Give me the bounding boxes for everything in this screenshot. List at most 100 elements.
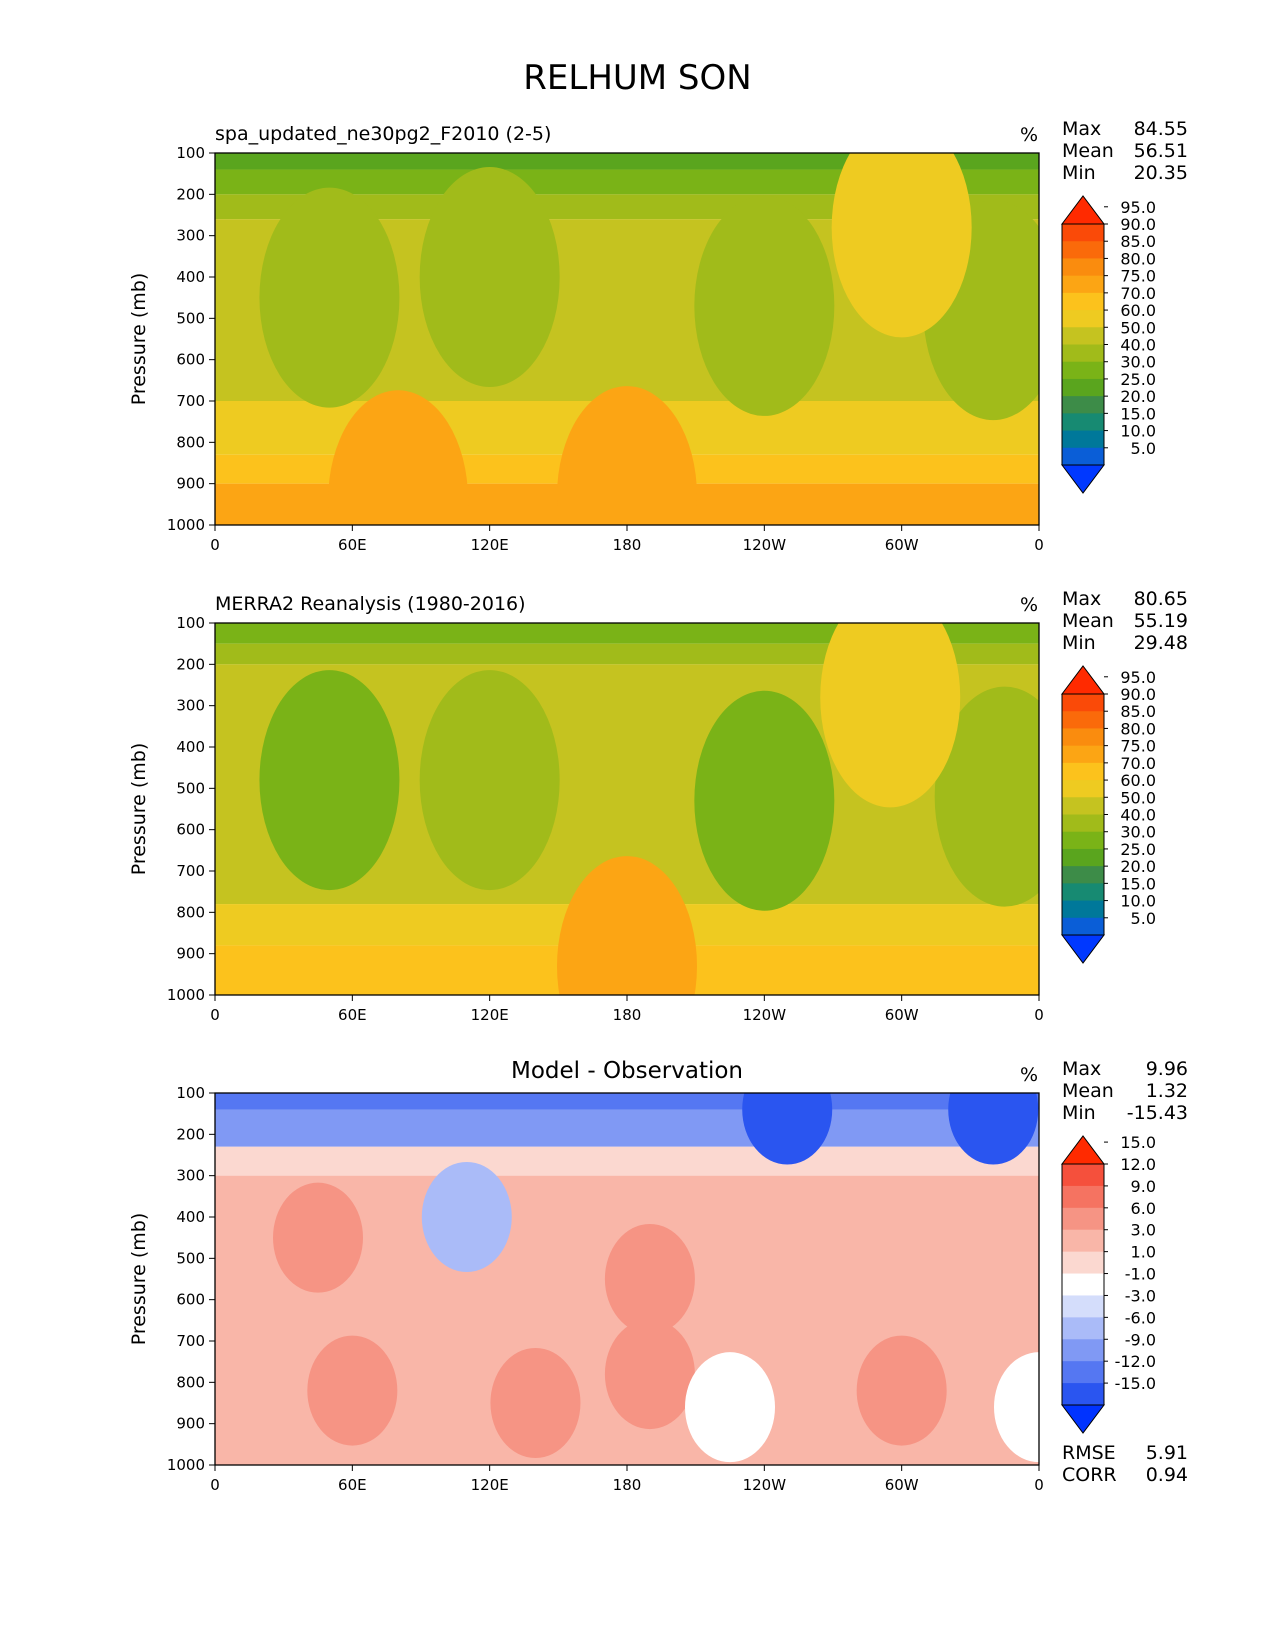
panel-1: 100 200 300 400 500 600 700 800 900 1000 0 60E 120E 1… (128, 144, 1156, 554)
y-axis-label: Pressure (mb) (128, 1213, 150, 1346)
colorbar-swatch (1062, 361, 1104, 380)
x-tick-label: 120W (743, 1476, 787, 1494)
colorbar-label: 30.0 (1120, 823, 1156, 842)
field-band (215, 1109, 1039, 1147)
x-tick-label: 0 (1034, 536, 1044, 554)
y-tick-label: 300 (176, 227, 205, 245)
field-region-9 (856, 1335, 947, 1446)
colorbar-swatch (1062, 1207, 1104, 1231)
colorbar-swatch (1062, 780, 1104, 798)
panel-3-title: Model - Observation (510, 1058, 744, 1084)
colorbar-swatch (1062, 378, 1104, 397)
y-tick-label: 900 (176, 1415, 205, 1433)
x-tick-label: 120W (743, 1006, 787, 1024)
colorbar-extend-max (1061, 665, 1105, 695)
colorbar-swatch (1062, 1251, 1104, 1275)
field-region-11 (742, 1093, 833, 1165)
field-region-8 (994, 1352, 1039, 1463)
field-region-7 (685, 1352, 775, 1463)
y-axis-label: Pressure (mb) (128, 743, 150, 876)
panel-1-title: spa_updated_ne30pg2_F2010 (2-5) (215, 123, 552, 145)
colorbar-swatch (1062, 900, 1104, 919)
colorbar-label: 50.0 (1120, 788, 1156, 807)
x-tick-label: 0 (210, 1006, 220, 1024)
colorbar-swatch (1062, 1229, 1104, 1253)
x-tick-label: 0 (210, 536, 220, 554)
field-region-3 (694, 690, 835, 911)
y-tick-label: 600 (176, 1291, 205, 1309)
field-region-3 (307, 1335, 398, 1446)
y-tick-label: 500 (176, 779, 205, 797)
y-tick-label: 100 (176, 144, 205, 162)
x-tick-label: 180 (613, 1476, 642, 1494)
x-tick-label: 60E (338, 536, 367, 554)
panel-3-mean-label: Mean (1062, 1080, 1114, 1102)
y-tick-label: 600 (176, 821, 205, 839)
colorbar-swatch (1062, 396, 1104, 414)
colorbar-swatch (1062, 447, 1104, 466)
y-tick-label: 100 (176, 1084, 205, 1102)
y-tick-label: 300 (176, 697, 205, 715)
colorbar-label: 80.0 (1120, 719, 1156, 738)
colorbar-label: 70.0 (1120, 754, 1156, 773)
colorbar-swatch (1062, 883, 1104, 902)
colorbar-label: 25.0 (1120, 840, 1156, 859)
panel-2: 100 200 300 400 500 600 700 800 900 1000 0 60E 120E 1… (128, 614, 1156, 1024)
colorbar-label: 5.0 (1131, 909, 1156, 928)
y-tick-label: 400 (176, 268, 205, 286)
panel-2-mean-value: 55.19 (1133, 610, 1188, 632)
colorbar-swatch (1062, 413, 1104, 432)
colorbar-swatch (1062, 1339, 1104, 1362)
colorbar-label: 12.0 (1120, 1155, 1156, 1174)
colorbar-label: 1.0 (1131, 1243, 1156, 1262)
panel-2-max-value: 80.65 (1133, 588, 1188, 610)
y-tick-label: 200 (176, 655, 205, 673)
y-tick-label: 900 (176, 945, 205, 963)
panel-2-min-value: 29.48 (1133, 632, 1188, 654)
y-tick-label: 600 (176, 351, 205, 369)
panel-2-max-label: Max (1062, 588, 1102, 610)
field-region-6 (604, 1319, 695, 1430)
panel-1-mean-value: 56.51 (1133, 140, 1188, 162)
colorbar-frame (1061, 1163, 1105, 1406)
panel-3-colorbar: -15.0 -12.0 -9.0 -6.0 -3.0 -1.0 1.0 3.0 6.0 9.0 12… (1061, 1133, 1156, 1434)
panel-3-rmse-label: RMSE (1062, 1442, 1116, 1464)
colorbar-swatch (1062, 866, 1104, 884)
field-region-1 (259, 670, 400, 891)
x-tick-label: 120W (743, 536, 787, 554)
panel-3-units: % (1020, 1064, 1039, 1086)
colorbar-swatch (1062, 310, 1104, 328)
panel-3-corr-value: 0.94 (1145, 1464, 1188, 1486)
panel-1-max-value: 84.55 (1133, 118, 1188, 140)
x-tick-label: 0 (210, 1476, 220, 1494)
colorbar-swatch (1062, 694, 1104, 712)
colorbar-label: 6.0 (1131, 1199, 1156, 1218)
field-region-4 (934, 686, 1039, 907)
colorbar-label: 50.0 (1120, 318, 1156, 337)
panel-3-max-value: 9.96 (1145, 1058, 1188, 1080)
colorbar-label: 75.0 (1120, 737, 1156, 756)
colorbar-swatch (1062, 814, 1104, 833)
panel-1-mean-label: Mean (1062, 140, 1114, 162)
colorbar-label: 75.0 (1120, 267, 1156, 286)
panel-2-mean-label: Mean (1062, 610, 1114, 632)
colorbar-swatch (1062, 224, 1104, 242)
y-tick-label: 200 (176, 185, 205, 203)
colorbar-label: 3.0 (1131, 1221, 1156, 1240)
colorbar-label: 80.0 (1120, 249, 1156, 268)
colorbar-label: 95.0 (1120, 668, 1156, 687)
y-tick-label: 400 (176, 1208, 205, 1226)
y-tick-label: 700 (176, 1332, 205, 1350)
x-tick-label: 120E (471, 1006, 509, 1024)
colorbar-swatch (1062, 275, 1104, 294)
x-tick-label: 60W (885, 1006, 919, 1024)
colorbar-label: 60.0 (1120, 771, 1156, 790)
field-region-3 (694, 195, 835, 416)
colorbar-swatch (1062, 762, 1104, 781)
y-tick-label: 1000 (167, 1456, 205, 1474)
colorbar-swatch (1062, 848, 1104, 867)
colorbar-label: -3.0 (1125, 1286, 1156, 1305)
field-region-10 (948, 1093, 1039, 1165)
colorbar-swatch (1062, 430, 1104, 449)
panel-3-field (215, 1093, 1039, 1465)
